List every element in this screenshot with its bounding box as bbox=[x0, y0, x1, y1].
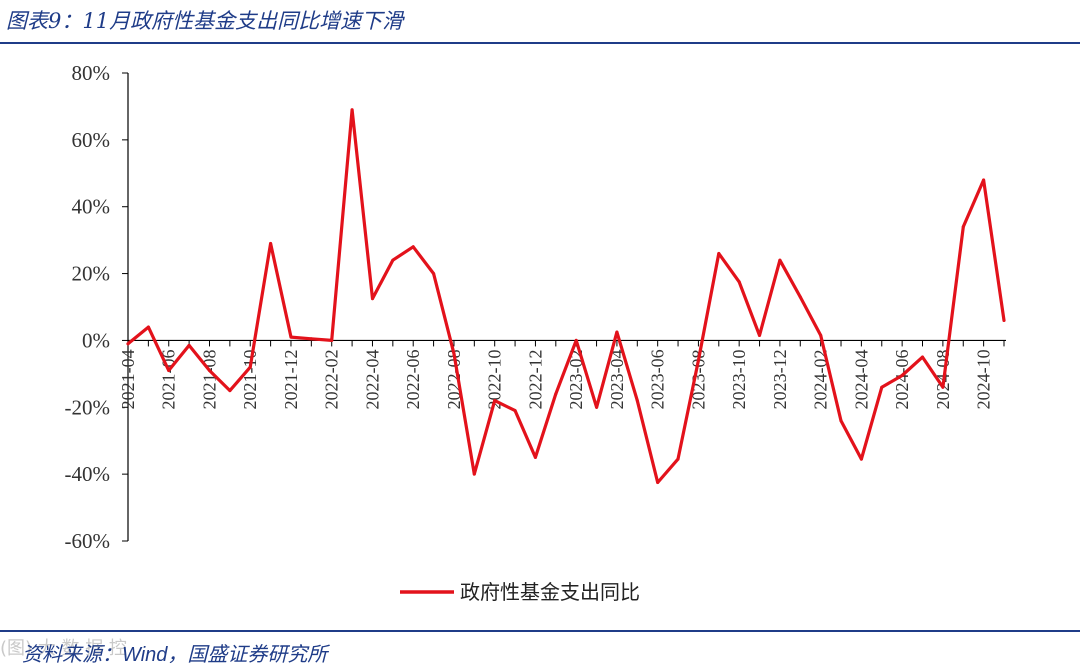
y-tick-label: 0% bbox=[82, 328, 110, 352]
data-point bbox=[126, 342, 130, 346]
data-point bbox=[350, 108, 354, 112]
x-tick-label: 2023-12 bbox=[770, 349, 790, 409]
y-tick-label: 60% bbox=[72, 128, 111, 152]
y-tick-label: -60% bbox=[65, 529, 111, 553]
x-tick-label: 2023-08 bbox=[688, 349, 708, 409]
x-tick-label: 2024-10 bbox=[974, 349, 994, 409]
data-point bbox=[859, 457, 863, 461]
data-point bbox=[513, 409, 517, 413]
legend-label: 政府性基金支出同比 bbox=[460, 580, 640, 604]
x-tick-label: 2022-10 bbox=[485, 349, 505, 409]
data-point bbox=[921, 355, 924, 359]
data-point bbox=[635, 399, 639, 403]
data-point bbox=[961, 225, 965, 229]
chart-axes bbox=[127, 73, 1006, 541]
source-prefix: 资料来源： bbox=[22, 642, 122, 666]
x-axis-ticks: 2021-04 2021-06 2021-08 2021-10 2021-12 2022-… bbox=[118, 340, 1005, 409]
y-axis-ticks: 80% 60% 40% 20% 0% -20% -40% -60% bbox=[65, 61, 128, 553]
chart-title: 图表9：11月政府性基金支出同比增速下滑 bbox=[6, 9, 404, 33]
data-point bbox=[574, 338, 578, 342]
data-point bbox=[432, 272, 436, 276]
x-tick-label: 2024-04 bbox=[851, 349, 871, 409]
data-point bbox=[839, 419, 843, 423]
data-point bbox=[391, 258, 395, 262]
data-point bbox=[819, 333, 823, 337]
x-tick-label: 2021-04 bbox=[118, 349, 138, 409]
x-tick-label: 2024-02 bbox=[811, 349, 831, 409]
watermark-text: (图) 大 数 据 控 bbox=[0, 638, 127, 659]
x-tick-label: 2022-06 bbox=[403, 349, 423, 409]
x-tick-label: 2023-04 bbox=[607, 349, 627, 409]
data-point bbox=[330, 338, 334, 342]
data-point bbox=[187, 343, 191, 347]
source-rest: ，国盛证券研究所 bbox=[167, 642, 328, 666]
x-tick-label: 2021-10 bbox=[240, 349, 260, 409]
data-point bbox=[1002, 318, 1006, 322]
y-tick-label: 80% bbox=[72, 61, 111, 85]
data-point bbox=[982, 178, 986, 182]
data-point bbox=[228, 389, 232, 393]
x-tick-label: 2023-10 bbox=[729, 349, 749, 409]
data-point bbox=[452, 352, 456, 356]
bottom-rule bbox=[0, 630, 1080, 632]
data-point bbox=[167, 369, 171, 372]
data-point bbox=[248, 365, 252, 369]
data-point bbox=[676, 457, 680, 461]
data-point bbox=[411, 245, 415, 249]
data-point bbox=[472, 472, 476, 476]
x-tick-label: 2021-12 bbox=[281, 349, 301, 409]
data-point bbox=[798, 295, 802, 299]
data-point bbox=[371, 297, 374, 301]
data-point bbox=[269, 242, 273, 245]
data-point bbox=[493, 399, 497, 403]
data-point bbox=[880, 385, 884, 389]
data-point bbox=[208, 369, 211, 372]
y-tick-label: -40% bbox=[65, 462, 111, 486]
x-tick-label: 2024-06 bbox=[892, 349, 912, 409]
y-tick-label: 20% bbox=[72, 262, 111, 286]
top-rule bbox=[0, 42, 1080, 44]
data-point bbox=[737, 280, 741, 284]
series-line bbox=[126, 108, 1006, 485]
x-tick-label: 2022-04 bbox=[362, 349, 382, 409]
data-point bbox=[758, 333, 761, 337]
data-point bbox=[717, 252, 721, 255]
data-point bbox=[309, 337, 313, 341]
source-note: 资料来源：Wind，国盛证券研究所 bbox=[22, 638, 327, 667]
x-tick-label: 2022-08 bbox=[444, 349, 464, 409]
y-tick-label: -20% bbox=[65, 395, 111, 419]
data-point bbox=[289, 335, 293, 339]
data-point bbox=[656, 481, 660, 484]
x-tick-label: 2023-06 bbox=[648, 349, 668, 409]
x-tick-label: 2023-02 bbox=[566, 349, 586, 409]
data-point bbox=[146, 325, 150, 329]
data-point bbox=[615, 330, 619, 334]
x-tick-label: 2022-02 bbox=[322, 349, 342, 409]
data-point bbox=[778, 258, 782, 262]
data-point bbox=[900, 374, 904, 377]
source-wind: Wind bbox=[122, 644, 168, 666]
series-group bbox=[126, 108, 1006, 485]
data-point bbox=[554, 392, 558, 396]
y-tick-label: 40% bbox=[72, 195, 111, 219]
legend: 政府性基金支出同比 bbox=[400, 580, 640, 604]
data-point bbox=[941, 385, 945, 389]
data-point bbox=[533, 455, 537, 459]
data-point bbox=[595, 405, 599, 409]
data-point bbox=[696, 359, 700, 362]
x-tick-label: 2022-12 bbox=[525, 349, 545, 409]
